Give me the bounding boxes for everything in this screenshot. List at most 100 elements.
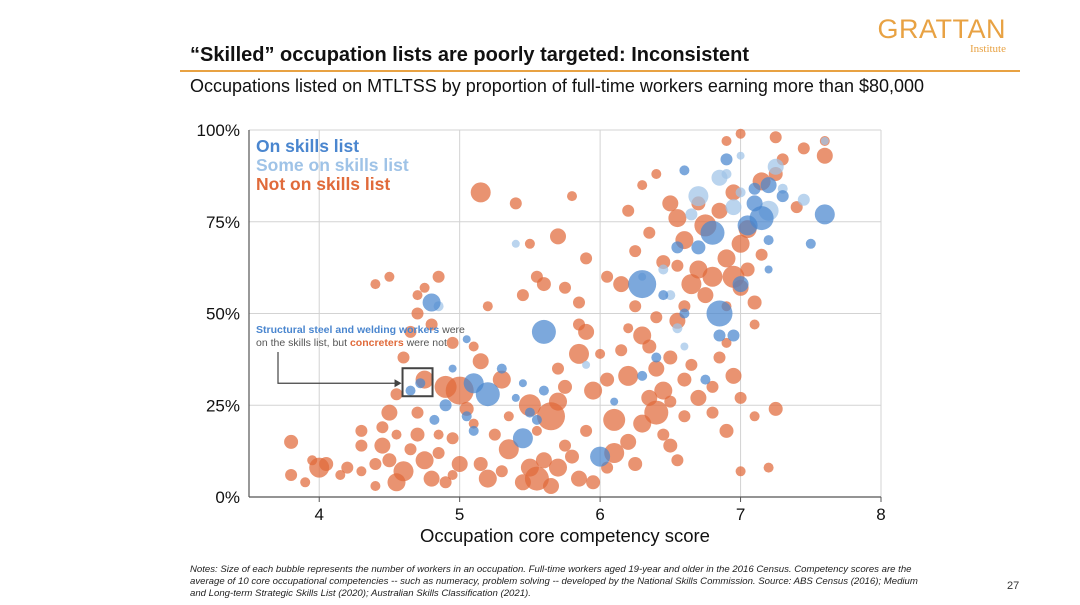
bubble-point bbox=[492, 370, 511, 389]
bubble-point bbox=[341, 461, 354, 474]
bubble-point bbox=[531, 425, 542, 436]
bubble-point bbox=[613, 276, 630, 293]
bubble-point bbox=[518, 379, 527, 388]
bubble-point bbox=[423, 470, 440, 487]
bubble-point bbox=[503, 411, 514, 422]
bubble-point bbox=[550, 228, 566, 245]
bubble-point bbox=[509, 197, 522, 210]
y-tick-label: 0% bbox=[215, 488, 240, 507]
bubble-point bbox=[668, 209, 687, 228]
bubble-point bbox=[776, 190, 789, 203]
bubble-point bbox=[637, 370, 648, 381]
bubble-point bbox=[658, 290, 669, 301]
bubble-point bbox=[797, 142, 810, 155]
bubble-point bbox=[404, 325, 417, 338]
bubble-point bbox=[536, 277, 551, 292]
bubble-point bbox=[656, 255, 671, 270]
slide-title: “Skilled” occupation lists are poorly ta… bbox=[190, 44, 750, 66]
bubble-point bbox=[448, 364, 457, 373]
bubble-point bbox=[397, 351, 410, 364]
bubble-point bbox=[284, 434, 299, 449]
bubble-point bbox=[749, 206, 774, 231]
x-tick-label: 6 bbox=[595, 505, 604, 524]
bubble-point bbox=[700, 374, 711, 385]
grid-layer bbox=[249, 129, 882, 497]
chart-subtitle: Occupations listed on MTLTSS by proporti… bbox=[190, 76, 925, 96]
bubble-point bbox=[549, 458, 567, 477]
bubble-point bbox=[664, 395, 677, 408]
bubble-point bbox=[623, 323, 634, 334]
bubble-point bbox=[468, 418, 479, 429]
bubble-point bbox=[461, 411, 472, 422]
bubble-point bbox=[482, 301, 493, 312]
bubble-point bbox=[721, 169, 732, 179]
bubble-point bbox=[573, 296, 585, 309]
bubble-point bbox=[740, 262, 755, 277]
bubble-point bbox=[446, 336, 459, 349]
bubble-point bbox=[535, 452, 552, 469]
bubble-point bbox=[691, 240, 706, 255]
bubble-point bbox=[732, 276, 749, 293]
bubble-point bbox=[391, 429, 402, 440]
bubble-point bbox=[769, 131, 782, 144]
bubble-point bbox=[814, 204, 835, 225]
axis-layer: 4 5 6 7 8 0% 25% 50% 75% 100% Occupation core comp… bbox=[197, 121, 886, 546]
bubble-point bbox=[735, 466, 746, 477]
bubble-point bbox=[446, 432, 459, 445]
bubble-point bbox=[680, 342, 689, 351]
bubble-point bbox=[697, 287, 714, 304]
bubble-point bbox=[633, 326, 652, 345]
bubble-point bbox=[618, 365, 639, 386]
bubble-point bbox=[580, 424, 593, 437]
bubble-point bbox=[665, 290, 676, 301]
x-tick-label: 5 bbox=[455, 505, 464, 524]
y-tick-label: 50% bbox=[206, 305, 240, 324]
bubble-point bbox=[374, 437, 391, 454]
annotation-leader bbox=[277, 352, 401, 384]
bubble-point bbox=[462, 335, 471, 344]
bubble-point bbox=[582, 360, 591, 369]
page-number: 27 bbox=[1007, 580, 1020, 592]
bubble-point bbox=[662, 195, 679, 212]
bubble-point bbox=[459, 401, 474, 416]
bubble-point bbox=[629, 300, 642, 313]
bubble-point bbox=[300, 477, 311, 488]
bubble-point bbox=[764, 265, 773, 274]
bubble-point bbox=[702, 266, 723, 287]
bubble-point bbox=[376, 421, 389, 434]
bubble-point bbox=[725, 367, 742, 384]
bubble-point bbox=[603, 408, 626, 431]
bubble-point bbox=[567, 191, 577, 202]
bubble-layer bbox=[284, 128, 835, 494]
bubble-point bbox=[760, 177, 777, 194]
bubble-point bbox=[468, 341, 479, 352]
bubble-chart: 4 5 6 7 8 0% 25% 50% 75% 100% Occupation core comp… bbox=[197, 121, 886, 546]
grattan-logo: GRATTAN Institute bbox=[876, 14, 1016, 58]
bubble-point bbox=[663, 438, 678, 453]
bubble-point bbox=[578, 323, 595, 340]
bubble-point bbox=[679, 308, 690, 319]
bubble-point bbox=[747, 295, 762, 310]
bubble-point bbox=[685, 208, 698, 221]
annotation-text: Structural steel and welding workers wer… bbox=[256, 324, 465, 336]
y-tick-label: 100% bbox=[197, 121, 240, 140]
bubble-point bbox=[816, 147, 833, 164]
bubble-point bbox=[736, 151, 745, 160]
bubble-point bbox=[584, 381, 603, 400]
bubble-point bbox=[470, 182, 491, 203]
title-rule bbox=[180, 70, 1020, 72]
bubble-point bbox=[654, 381, 673, 400]
bubble-point bbox=[512, 428, 533, 449]
bubble-point bbox=[717, 249, 736, 268]
bubble-point bbox=[820, 137, 829, 145]
bubble-point bbox=[531, 414, 542, 425]
bubble-point bbox=[495, 465, 508, 478]
bubble-point bbox=[429, 414, 440, 425]
bubble-point bbox=[711, 202, 728, 219]
bubble-point bbox=[628, 457, 643, 471]
bubble-point bbox=[713, 351, 726, 364]
bubble-point bbox=[731, 234, 750, 253]
bubble-point bbox=[468, 425, 479, 436]
annotation-box bbox=[401, 367, 434, 398]
